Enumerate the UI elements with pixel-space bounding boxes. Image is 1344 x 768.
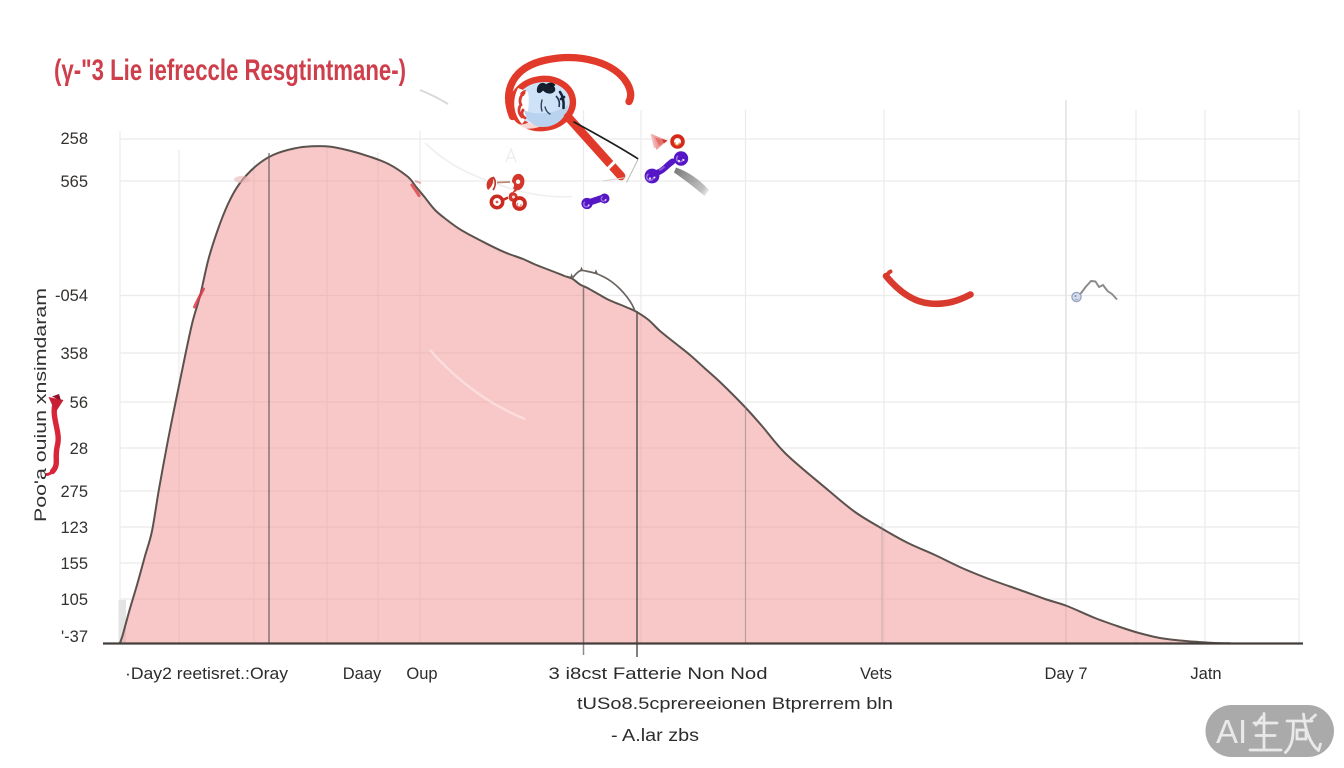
svg-text:28: 28: [70, 440, 88, 458]
svg-text:'-37: '-37: [61, 628, 88, 646]
svg-text:275: 275: [60, 483, 88, 501]
svg-text:105: 105: [60, 591, 88, 609]
svg-text:Jatn: Jatn: [1190, 665, 1221, 683]
svg-text:Oup: Oup: [406, 665, 437, 683]
svg-text:Poo'a ouiun xnsimdaram: Poo'a ouiun xnsimdaram: [31, 288, 50, 522]
svg-text:Day 7: Day 7: [1044, 665, 1087, 683]
svg-text:358: 358: [60, 345, 88, 363]
svg-text:AI: AI: [1216, 713, 1247, 750]
svg-text:155: 155: [60, 555, 88, 573]
svg-text:565: 565: [60, 173, 88, 191]
svg-text:3 i8cst Fatterie Non Nod: 3 i8cst Fatterie Non Nod: [549, 665, 768, 683]
svg-text:Daay: Daay: [343, 665, 382, 683]
svg-text:·Day2 reetisret.:Oray: ·Day2 reetisret.:Oray: [125, 665, 289, 683]
svg-text:-054: -054: [55, 287, 88, 305]
svg-text:tUSo8.5cprereeionen Btprerrem: tUSo8.5cprereeionen Btprerrem bln: [577, 695, 893, 713]
svg-text:56: 56: [70, 394, 88, 412]
svg-text:Vets: Vets: [860, 665, 892, 683]
svg-text:258: 258: [60, 130, 88, 148]
svg-text:(γ-"3 Lie iefreccle Resgtintma: (γ-"3 Lie iefreccle Resgtintmane-): [54, 54, 406, 87]
svg-text:- A.lar zbs: - A.lar zbs: [611, 725, 699, 745]
svg-text:123: 123: [60, 519, 88, 537]
